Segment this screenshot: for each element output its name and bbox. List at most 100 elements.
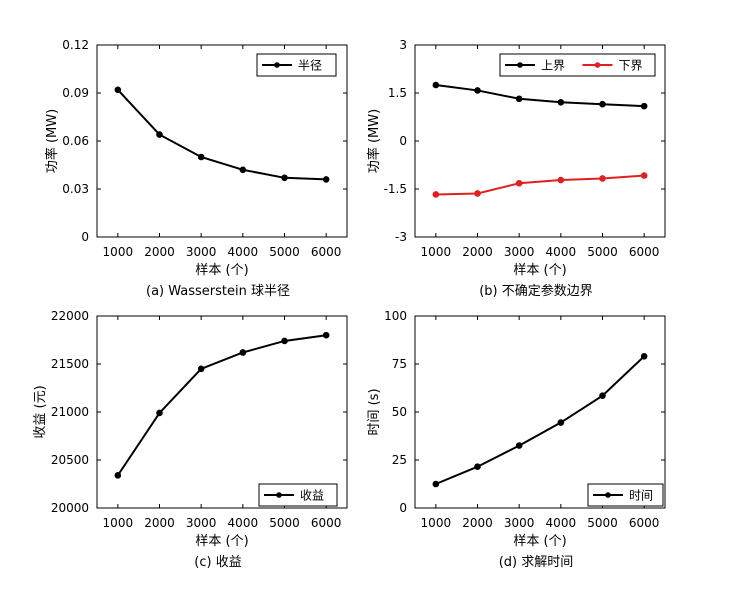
y-tick-label: 0.09 xyxy=(62,86,89,100)
data-point xyxy=(432,81,440,89)
y-tick-label: 100 xyxy=(384,309,407,323)
data-point xyxy=(640,353,648,360)
x-tick-label: 1000 xyxy=(103,516,134,530)
data-point xyxy=(557,98,565,106)
legend-marker xyxy=(276,492,282,498)
y-tick-label: 20000 xyxy=(51,501,89,515)
plot-area xyxy=(414,315,666,509)
series-line-1 xyxy=(435,84,645,108)
data-point xyxy=(239,166,247,174)
plot-area xyxy=(96,315,348,509)
data-point xyxy=(197,153,205,161)
y-tick-label: 3 xyxy=(399,38,407,52)
data-point xyxy=(515,179,523,187)
x-tick-label: 5000 xyxy=(587,516,618,530)
legend-label: 上界 xyxy=(541,59,565,73)
y-tick-label: 22000 xyxy=(51,309,89,323)
data-point xyxy=(557,419,565,426)
legend-box xyxy=(587,483,664,507)
x-tick-label: 4000 xyxy=(546,516,577,530)
x-tick-label: 2000 xyxy=(462,245,493,259)
y-axis-label: 功率 (MW) xyxy=(366,109,382,173)
x-axis-label: 样本 (个) xyxy=(513,534,566,549)
series-line-1 xyxy=(435,355,645,485)
y-tick-label: 0 xyxy=(81,230,89,244)
legend-marker xyxy=(605,492,611,498)
y-tick-label: 0.12 xyxy=(62,38,89,52)
chart-panel-4: 0 25 50 75 100 1000 2000 3000 4000 5000 6000 样本 (个)… xyxy=(367,309,666,570)
legend-box xyxy=(258,483,338,507)
data-point xyxy=(640,102,648,110)
data-point xyxy=(599,100,606,108)
x-tick-label: 4000 xyxy=(546,245,577,259)
x-tick-label: 6000 xyxy=(311,516,342,530)
x-tick-label: 6000 xyxy=(311,245,342,259)
chart-panel-2: -3 -1.5 0 1.5 3 1000 2000 3000 4000 5000 6000 样本 (个… xyxy=(366,38,666,299)
y-tick-label: 0 xyxy=(399,134,407,148)
y-axis-label: 收益 (元) xyxy=(33,385,48,438)
y-tick-label: 21500 xyxy=(51,357,89,371)
y-tick-label: 0 xyxy=(399,501,407,515)
y-tick-label: 20500 xyxy=(51,453,89,467)
data-point xyxy=(432,191,440,198)
chart-panel-1: 0 0.03 0.06 0.09 0.12 1000 2000 3000 4000 5000 600… xyxy=(44,38,348,299)
series-line-2 xyxy=(435,174,645,196)
y-tick-label: 21000 xyxy=(51,405,89,419)
y-tick-label: 25 xyxy=(392,453,407,467)
data-point xyxy=(322,176,330,183)
x-tick-label: 3000 xyxy=(504,516,535,530)
y-tick-label: 0.06 xyxy=(62,134,89,148)
legend-label: 下界 xyxy=(619,59,643,73)
legend-label: 半径 xyxy=(298,59,322,73)
x-tick-label: 3000 xyxy=(186,516,217,530)
subplot-caption: (c) 收益 xyxy=(194,555,241,570)
legend-marker xyxy=(594,62,601,68)
y-tick-label: -1.5 xyxy=(384,182,407,196)
data-point xyxy=(322,331,330,339)
x-tick-label: 2000 xyxy=(144,245,175,259)
series-line-1 xyxy=(117,89,327,181)
legend-label: 收益 xyxy=(300,489,324,503)
data-point xyxy=(599,392,606,399)
subplot-caption: (a) Wasserstein 球半径 xyxy=(146,284,290,299)
data-point xyxy=(156,131,163,138)
data-point xyxy=(515,442,523,449)
x-tick-label: 5000 xyxy=(587,245,618,259)
legend-marker xyxy=(274,62,280,68)
y-axis-label: 功率 (MW) xyxy=(44,109,60,173)
x-tick-label: 4000 xyxy=(228,245,259,259)
data-point xyxy=(432,480,440,488)
y-axis-label: 时间 (s) xyxy=(367,388,382,435)
data-point xyxy=(281,337,288,345)
data-point xyxy=(599,175,606,182)
x-tick-label: 4000 xyxy=(228,516,259,530)
data-point xyxy=(474,190,481,197)
x-tick-label: 3000 xyxy=(504,245,535,259)
subplot-caption: (b) 不确定参数边界 xyxy=(479,283,593,299)
legend-box xyxy=(256,53,337,77)
legend: 半径 xyxy=(256,53,337,77)
data-point xyxy=(640,172,648,179)
legend: 上界 下界 xyxy=(499,53,656,77)
y-tick-label: 75 xyxy=(392,357,407,371)
data-point xyxy=(156,409,163,417)
legend: 收益 xyxy=(258,483,338,507)
data-point xyxy=(557,176,565,184)
subplot-caption: (d) 求解时间 xyxy=(499,555,574,570)
x-tick-label: 3000 xyxy=(186,245,217,259)
x-axis-label: 样本 (个) xyxy=(195,263,248,278)
legend-marker xyxy=(517,62,523,68)
y-tick-label: -3 xyxy=(395,230,407,244)
x-tick-label: 6000 xyxy=(629,516,660,530)
series-line-1 xyxy=(117,334,327,476)
x-tick-label: 2000 xyxy=(462,516,493,530)
data-point xyxy=(474,463,481,471)
x-tick-label: 5000 xyxy=(269,245,300,259)
x-axis-label: 样本 (个) xyxy=(195,534,248,549)
data-point xyxy=(114,472,122,479)
y-tick-label: 50 xyxy=(392,405,407,419)
x-tick-label: 1000 xyxy=(103,245,134,259)
x-tick-label: 1000 xyxy=(421,516,452,530)
